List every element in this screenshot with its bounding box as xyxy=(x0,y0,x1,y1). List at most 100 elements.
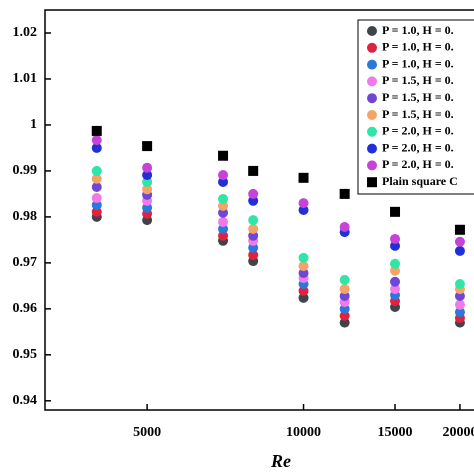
legend-marker xyxy=(367,93,377,104)
legend-label: P = 2.0, H = 0. xyxy=(382,140,454,154)
point xyxy=(91,182,102,193)
point xyxy=(91,193,102,204)
point xyxy=(142,176,153,187)
point xyxy=(248,250,259,261)
point xyxy=(454,307,465,318)
point xyxy=(91,135,102,146)
point xyxy=(91,125,102,136)
point xyxy=(298,198,309,209)
point xyxy=(248,195,259,206)
point xyxy=(218,207,229,218)
x-tick-label: 15000 xyxy=(378,425,413,440)
point xyxy=(142,202,153,213)
y-tick-label: 1.02 xyxy=(13,25,38,40)
point xyxy=(339,274,350,285)
point xyxy=(248,165,259,176)
point xyxy=(454,224,465,235)
point xyxy=(339,317,350,328)
point xyxy=(248,215,259,226)
point xyxy=(248,242,259,253)
legend-marker xyxy=(367,26,377,36)
point xyxy=(298,267,309,278)
point xyxy=(298,292,309,303)
legend-marker xyxy=(367,42,377,53)
point xyxy=(454,279,465,290)
point xyxy=(248,230,259,241)
point xyxy=(91,199,102,210)
point xyxy=(390,284,401,295)
x-tick-label: 10000 xyxy=(286,425,321,440)
legend-marker xyxy=(367,76,377,87)
point xyxy=(454,299,465,310)
plot: P = 1.0, H = 0. P = 1.0, H = 0. P = 1.0, H… xyxy=(44,9,474,411)
point xyxy=(91,165,102,176)
legend-label: Plain square C xyxy=(382,174,458,188)
plot-frame xyxy=(44,9,474,411)
point xyxy=(218,170,229,181)
legend-box xyxy=(357,19,474,195)
legend-marker xyxy=(367,110,377,120)
point xyxy=(91,173,102,184)
y-tick-label: 1.01 xyxy=(13,71,38,86)
point xyxy=(142,170,153,181)
point xyxy=(91,206,102,217)
legend-label: P = 1.5, H = 0. xyxy=(382,73,454,87)
legend-label: P = 1.0, H = 0. xyxy=(382,40,454,54)
point xyxy=(390,258,401,269)
legend-label: P = 1.0, H = 0. xyxy=(382,23,454,37)
x-axis-label: Re xyxy=(270,451,291,471)
point xyxy=(454,245,465,256)
legend-label: P = 2.0, H = 0. xyxy=(382,124,454,138)
point xyxy=(339,290,350,301)
point xyxy=(339,284,350,295)
point xyxy=(142,162,153,173)
point xyxy=(218,200,229,211)
legend-marker xyxy=(367,143,377,154)
y-tick-label: 0.99 xyxy=(13,163,38,178)
point xyxy=(390,240,401,251)
legend: P = 1.0, H = 0. P = 1.0, H = 0. P = 1.0, H… xyxy=(357,19,474,195)
point xyxy=(218,216,229,227)
point xyxy=(248,223,259,234)
point xyxy=(390,276,401,287)
point xyxy=(142,184,153,195)
x-tick-label: 5000 xyxy=(133,425,161,440)
legend-label: P = 1.5, H = 0. xyxy=(382,90,454,104)
point xyxy=(454,290,465,301)
legend-label: P = 2.0, H = 0. xyxy=(382,157,454,171)
legend-label: P = 1.0, H = 0. xyxy=(382,56,454,70)
y-tick-label: 0.96 xyxy=(13,301,38,316)
point xyxy=(390,206,401,217)
y-tick-label: 1 xyxy=(30,117,37,132)
legend-marker xyxy=(367,160,377,171)
x-tick-label: 20000 xyxy=(442,425,474,440)
y-tick-label: 0.98 xyxy=(13,209,38,224)
point xyxy=(339,188,350,199)
legend-marker xyxy=(367,177,377,188)
point xyxy=(91,142,102,153)
point xyxy=(218,176,229,187)
point xyxy=(390,265,401,276)
point xyxy=(390,233,401,244)
legend-marker xyxy=(367,59,377,70)
point xyxy=(339,310,350,321)
point xyxy=(339,303,350,314)
point xyxy=(218,230,229,241)
point xyxy=(142,141,153,152)
point xyxy=(298,172,309,183)
y-tick-label: 0.95 xyxy=(13,347,38,362)
legend-marker xyxy=(367,126,377,137)
point xyxy=(454,236,465,247)
point xyxy=(298,205,309,215)
point xyxy=(218,193,229,204)
point xyxy=(248,188,259,199)
point xyxy=(298,285,309,296)
y-tick-label: 0.97 xyxy=(13,255,38,270)
point xyxy=(298,252,309,263)
point xyxy=(339,222,350,233)
point xyxy=(298,261,309,272)
legend-label: P = 1.5, H = 0. xyxy=(382,107,454,121)
point xyxy=(218,223,229,234)
point xyxy=(218,150,229,161)
